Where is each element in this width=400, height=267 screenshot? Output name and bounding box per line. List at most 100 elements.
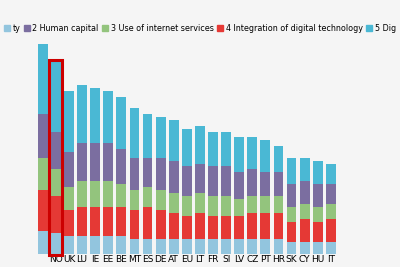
- Bar: [287, 242, 296, 254]
- Bar: [51, 196, 61, 233]
- Bar: [234, 172, 244, 198]
- Bar: [143, 207, 152, 239]
- Bar: [116, 97, 126, 149]
- Bar: [260, 140, 270, 172]
- Bar: [103, 143, 113, 181]
- Bar: [103, 236, 113, 254]
- Bar: [234, 216, 244, 239]
- Bar: [64, 236, 74, 254]
- Bar: [156, 158, 166, 190]
- Bar: [116, 207, 126, 236]
- Bar: [260, 172, 270, 196]
- Bar: [64, 152, 74, 187]
- Bar: [221, 239, 231, 254]
- Bar: [182, 216, 192, 239]
- Bar: [247, 196, 257, 213]
- Bar: [313, 184, 323, 207]
- Bar: [90, 88, 100, 143]
- Bar: [300, 158, 310, 181]
- Bar: [103, 91, 113, 143]
- Bar: [208, 166, 218, 196]
- Bar: [326, 219, 336, 242]
- Bar: [38, 158, 48, 190]
- Bar: [313, 222, 323, 242]
- Bar: [169, 193, 179, 213]
- Bar: [300, 204, 310, 219]
- Bar: [90, 181, 100, 207]
- Bar: [143, 239, 152, 254]
- Bar: [77, 236, 87, 254]
- Bar: [182, 166, 192, 196]
- Bar: [51, 169, 61, 196]
- Bar: [182, 196, 192, 216]
- Bar: [234, 137, 244, 172]
- Bar: [313, 242, 323, 254]
- Bar: [51, 233, 61, 254]
- Bar: [274, 239, 283, 254]
- Bar: [169, 213, 179, 239]
- Bar: [116, 184, 126, 207]
- Bar: [221, 216, 231, 239]
- Bar: [287, 222, 296, 242]
- Bar: [260, 239, 270, 254]
- Bar: [326, 164, 336, 184]
- Bar: [313, 207, 323, 222]
- Bar: [143, 187, 152, 207]
- Bar: [143, 158, 152, 187]
- Bar: [77, 85, 87, 143]
- Bar: [274, 213, 283, 239]
- Bar: [247, 213, 257, 239]
- Bar: [208, 216, 218, 239]
- Bar: [130, 210, 139, 239]
- Bar: [287, 158, 296, 184]
- Bar: [130, 158, 139, 190]
- Bar: [64, 187, 74, 210]
- Bar: [90, 207, 100, 236]
- Bar: [274, 172, 283, 196]
- Bar: [247, 239, 257, 254]
- Bar: [64, 210, 74, 236]
- Bar: [77, 207, 87, 236]
- Bar: [195, 213, 205, 239]
- Bar: [208, 196, 218, 216]
- Bar: [287, 207, 296, 222]
- Bar: [77, 143, 87, 181]
- Bar: [169, 120, 179, 161]
- Bar: [300, 242, 310, 254]
- Bar: [38, 230, 48, 254]
- Bar: [156, 190, 166, 210]
- Bar: [38, 190, 48, 230]
- Bar: [247, 137, 257, 169]
- Bar: [287, 184, 296, 207]
- Bar: [182, 129, 192, 166]
- Bar: [313, 161, 323, 184]
- Bar: [234, 198, 244, 216]
- Bar: [116, 236, 126, 254]
- Bar: [221, 166, 231, 196]
- Bar: [326, 242, 336, 254]
- Bar: [38, 114, 48, 158]
- Bar: [130, 108, 139, 158]
- Bar: [274, 146, 283, 172]
- Bar: [90, 143, 100, 181]
- Bar: [169, 239, 179, 254]
- Bar: [38, 38, 48, 114]
- Bar: [195, 193, 205, 213]
- Bar: [247, 169, 257, 196]
- Bar: [208, 132, 218, 166]
- Bar: [77, 181, 87, 207]
- Bar: [156, 210, 166, 239]
- Bar: [326, 204, 336, 219]
- Legend: ty, 2 Human capital, 3 Use of internet services, 4 Integration of digital techno: ty, 2 Human capital, 3 Use of internet s…: [0, 21, 399, 36]
- Bar: [116, 149, 126, 184]
- Bar: [221, 132, 231, 166]
- Bar: [130, 190, 139, 210]
- Bar: [143, 114, 152, 158]
- Bar: [195, 239, 205, 254]
- Bar: [274, 196, 283, 213]
- Bar: [156, 117, 166, 158]
- Bar: [300, 219, 310, 242]
- Bar: [169, 161, 179, 193]
- Bar: [51, 132, 61, 169]
- Bar: [103, 207, 113, 236]
